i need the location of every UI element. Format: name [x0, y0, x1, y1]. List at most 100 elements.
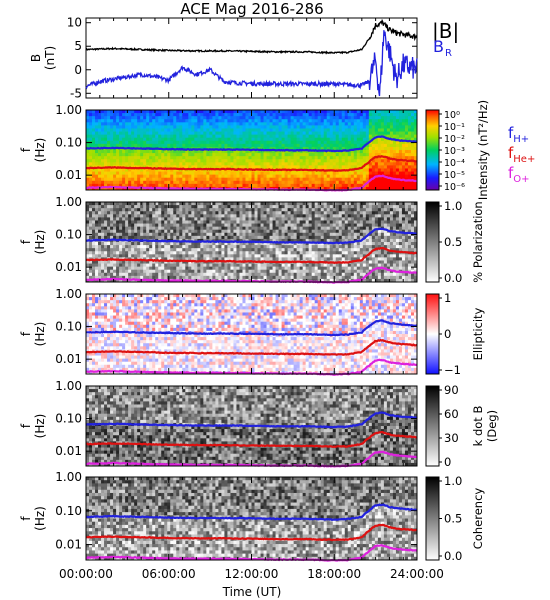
spectrogram-cell [140, 140, 144, 145]
spectrogram-cell [350, 177, 355, 182]
spectrogram-cell [404, 156, 409, 160]
spectrogram-cell [95, 150, 99, 154]
spectrogram-cell [359, 168, 364, 172]
spectrogram-cell [350, 156, 355, 160]
spectrogram-cell [314, 208, 319, 212]
spectrogram-cell [92, 245, 96, 249]
spectrogram-cell [173, 128, 177, 132]
spectrogram-cell [362, 116, 367, 120]
spectrogram-cell [203, 220, 207, 224]
spectrogram-cell [101, 275, 105, 280]
spectrogram-cell [245, 208, 249, 212]
spectrogram-cell [338, 180, 343, 185]
spectrogram-cell [101, 223, 105, 228]
spectrogram-cell [128, 272, 132, 277]
spectrogram-cell [341, 128, 346, 132]
spectrogram-cell [320, 220, 325, 224]
spectrogram-cell [194, 251, 198, 255]
spectrogram-cell [122, 217, 126, 221]
spectrogram-cell [305, 214, 310, 218]
spectrogram-cell [95, 134, 99, 139]
spectrogram-cell [107, 242, 111, 246]
spectrogram-cell [305, 275, 310, 280]
spectrogram-cell [311, 272, 316, 277]
spectrogram-cell [113, 220, 117, 224]
spectrogram-cell [89, 183, 93, 188]
spectrogram-cell [335, 171, 340, 176]
spectrogram-cell [113, 208, 117, 212]
spectrogram-cell [176, 125, 180, 129]
spectrogram-cell [212, 159, 216, 163]
spectrogram-cell [206, 177, 210, 182]
spectrogram-cell [398, 156, 403, 160]
spectrogram-cell [347, 150, 352, 154]
spectrogram-cell [158, 260, 162, 264]
spectrogram-cell [191, 128, 195, 132]
spectrogram-cell [182, 269, 186, 274]
spectrogram-cell [212, 263, 216, 268]
spectrogram-cell [401, 168, 406, 172]
spectrogram-cell [197, 254, 201, 258]
spectrogram-cell [248, 150, 252, 154]
spectrogram-cell [122, 242, 126, 246]
spectrogram-cell [338, 153, 343, 157]
spectrogram-cell [134, 260, 138, 264]
spectrogram-cell [167, 269, 171, 274]
spectrogram-cell [314, 183, 319, 188]
spectrogram-cell [362, 165, 367, 169]
spectrogram-cell [236, 269, 240, 274]
spectrogram-cell [299, 116, 304, 120]
spectrogram-cell [299, 254, 304, 258]
spectrogram-cell [257, 162, 261, 166]
spectrogram-cell [182, 242, 186, 246]
spectrogram-cell [92, 275, 96, 280]
spectrogram-cell [173, 226, 177, 231]
spectrogram-cell [209, 275, 213, 280]
spectrogram-cell [164, 143, 168, 148]
spectrogram-cell [167, 251, 171, 255]
spectrogram-cell [284, 165, 289, 169]
spectrogram-cell [152, 260, 156, 264]
spectrogram-cell [350, 131, 355, 136]
spectrogram-cell [164, 275, 168, 280]
spectrogram-cell [236, 214, 240, 218]
spectrogram-cell [275, 238, 279, 243]
spectrogram-cell [110, 217, 114, 221]
spectrogram-cell [134, 162, 138, 166]
spectrogram-cell [116, 272, 120, 277]
spectrogram-cell [137, 113, 141, 117]
spectrogram-cell [143, 119, 147, 123]
spectrogram-cell [356, 143, 361, 148]
spectrogram-cell [203, 116, 207, 120]
spectrogram-cell [152, 251, 156, 255]
spectrogram-cell [113, 119, 117, 123]
spectrogram-cell [257, 183, 261, 188]
spectrogram-cell [149, 251, 153, 255]
spectrogram-cell [173, 205, 177, 209]
spectrogram-cell [113, 278, 117, 283]
spectrogram-cell [410, 137, 415, 142]
spectrogram-cell [302, 122, 307, 126]
spectrogram-cell [161, 183, 165, 188]
spectrogram-cell [110, 150, 114, 154]
spectrogram-cell [266, 153, 270, 157]
spectrogram-cell [305, 162, 310, 166]
spectrogram-cell [362, 125, 367, 129]
spectrogram-cell [287, 263, 292, 268]
spectrogram-cell [266, 150, 270, 154]
spectrogram-cell [326, 125, 331, 129]
spectrogram-cell [155, 168, 159, 172]
spectrogram-cell [254, 205, 258, 209]
spectrogram-cell [293, 226, 298, 231]
spectrogram-cell [161, 208, 165, 212]
spectrogram-cell [242, 251, 246, 255]
spectrogram-cell [125, 214, 129, 218]
spectrogram-cell [104, 263, 108, 268]
spectrogram-cell [299, 217, 304, 221]
spectrogram-cell [143, 242, 147, 246]
spectrogram-cell [125, 159, 129, 163]
spectrogram-cell [278, 251, 282, 255]
spectrogram-cell [149, 205, 153, 209]
spectrogram-cell [269, 272, 273, 277]
spectrogram-cell [215, 174, 219, 179]
